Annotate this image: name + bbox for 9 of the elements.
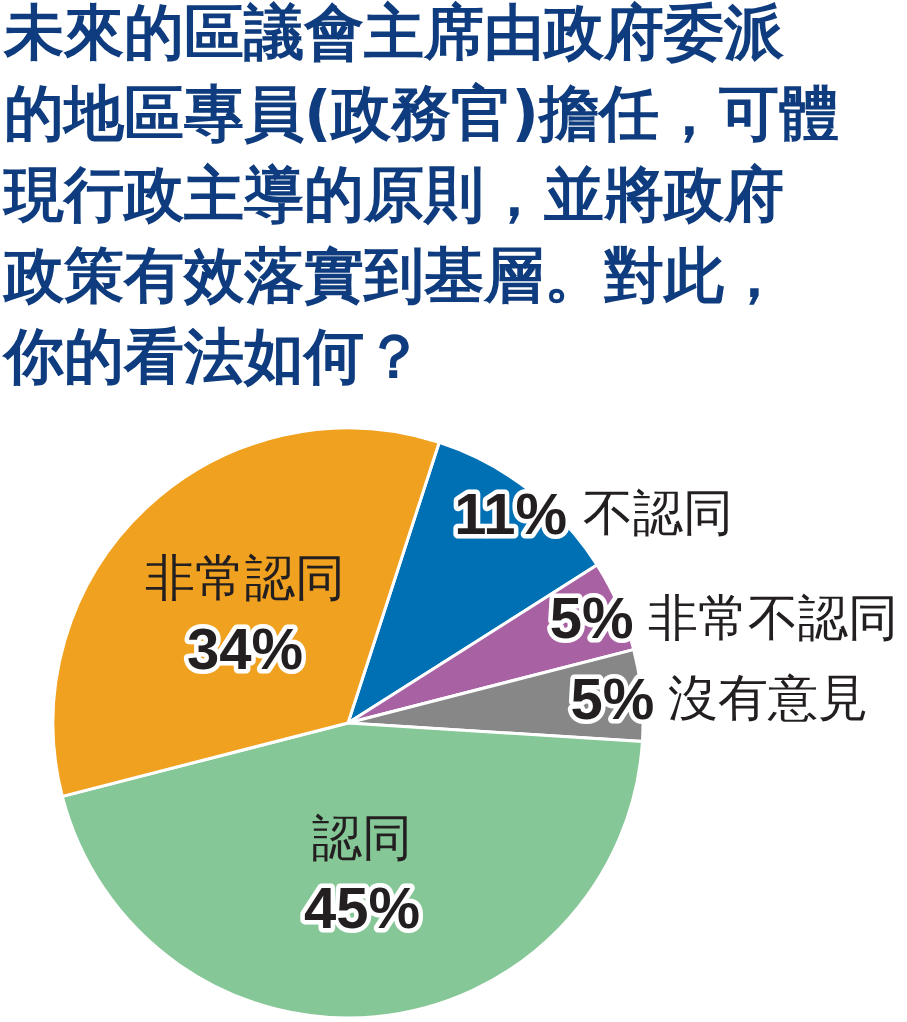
slice-label: 非常認同 (145, 549, 346, 608)
chart-title: 未來的區議會主席由政府委派的地區專員(政務官)擔任，可體現行政主導的原則，並將政府政策有效落實到基層。對此，你的看法如何？ (4, 0, 839, 393)
data-label: 34% (186, 615, 304, 681)
data-label: 45% (304, 875, 421, 941)
data-label: 11% (454, 480, 568, 546)
slice-label: 沒有意見 (668, 669, 869, 728)
slice-label: 不認同 (582, 484, 733, 543)
slice-label: 認同 (312, 808, 413, 867)
slice-label: 非常不認同 (647, 588, 898, 647)
